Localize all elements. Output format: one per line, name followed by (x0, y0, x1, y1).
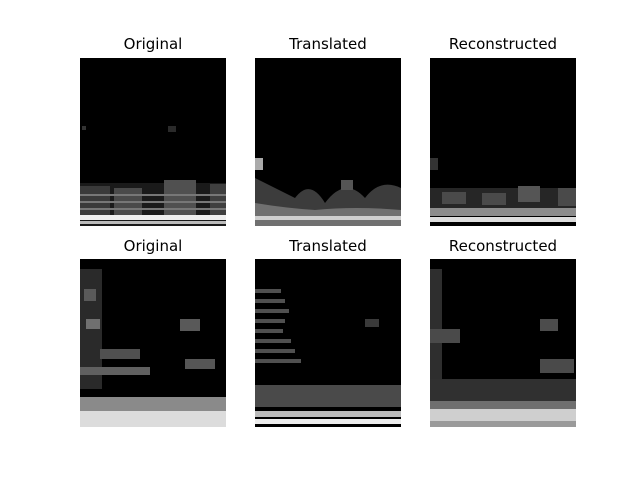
panel-title-original-2: Original (123, 237, 183, 255)
panel-title-original-1: Original (123, 35, 183, 53)
panel-title-reconstructed-2: Reconstructed (448, 237, 558, 255)
panel-title-reconstructed-1: Reconstructed (448, 35, 558, 53)
panel-title-translated-2: Translated (289, 237, 367, 255)
spectrogram-translated-2 (255, 259, 401, 427)
spectrogram-reconstructed-2 (430, 259, 576, 427)
panel-title-translated-1: Translated (289, 35, 367, 53)
spectrogram-original-2 (80, 259, 226, 427)
spectrogram-reconstructed-1 (430, 58, 576, 226)
spectrogram-translated-1 (255, 58, 401, 226)
spectrogram-original-1 (80, 58, 226, 226)
